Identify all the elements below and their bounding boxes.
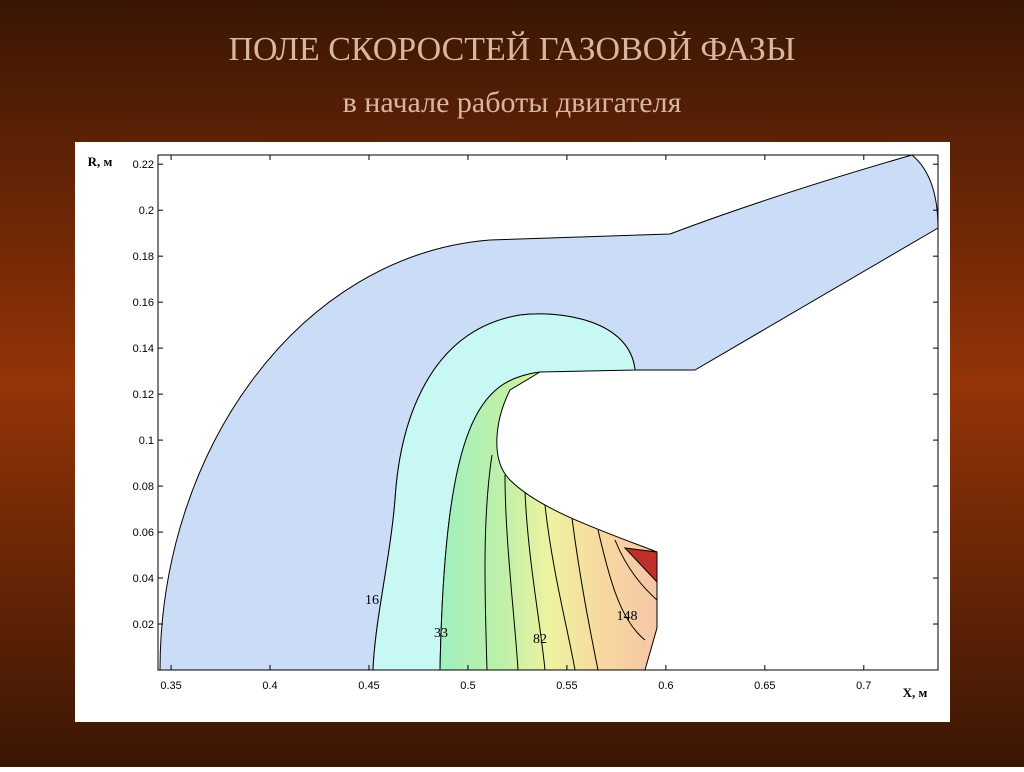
contour-label: 148 xyxy=(617,609,638,624)
axes-frame xyxy=(157,154,939,671)
y-tick-label: 0.16 xyxy=(133,297,154,309)
y-tick-label: 0.06 xyxy=(133,527,154,539)
slide-subtitle: в начале работы двигателя xyxy=(343,86,682,119)
x-tick-label: 0.6 xyxy=(658,680,673,692)
contour-line xyxy=(484,454,493,671)
x-axis-label: X, м xyxy=(903,685,928,700)
contour-line xyxy=(571,517,599,671)
contour-line xyxy=(597,529,646,641)
y-tick-label: 0.12 xyxy=(133,389,154,401)
y-axis-label: R, м xyxy=(88,154,113,169)
region-peak xyxy=(623,547,658,584)
contour-line xyxy=(614,539,658,601)
x-tick-label: 0.55 xyxy=(556,680,577,692)
y-tick-label: 0.1 xyxy=(139,435,154,447)
y-tick-label: 0.02 xyxy=(133,619,154,631)
x-tick-label: 0.7 xyxy=(856,680,871,692)
y-tick-label: 0.22 xyxy=(133,159,154,171)
contour-line xyxy=(504,474,519,671)
contour-line xyxy=(524,491,546,671)
slide-title: ПОЛЕ СКОРОСТЕЙ ГАЗОВОЙ ФАЗЫ xyxy=(228,31,795,68)
contour-field xyxy=(159,154,939,671)
y-tick-label: 0.08 xyxy=(133,481,154,493)
y-tick-label: 0.04 xyxy=(133,573,154,585)
contour-label: 16 xyxy=(365,593,379,608)
y-tick-label: 0.18 xyxy=(133,251,154,263)
x-tick-label: 0.45 xyxy=(358,680,379,692)
y-tick-label: 0.14 xyxy=(133,343,154,355)
contour-label: 33 xyxy=(434,626,448,641)
x-tick-label: 0.5 xyxy=(460,680,475,692)
x-tick-label: 0.65 xyxy=(754,680,775,692)
x-tick-label: 0.4 xyxy=(262,680,277,692)
contour-line xyxy=(544,504,576,671)
y-tick-label: 0.2 xyxy=(139,205,154,217)
contour-label: 82 xyxy=(533,632,547,647)
x-tick-label: 0.35 xyxy=(160,680,181,692)
region-high xyxy=(439,371,658,671)
